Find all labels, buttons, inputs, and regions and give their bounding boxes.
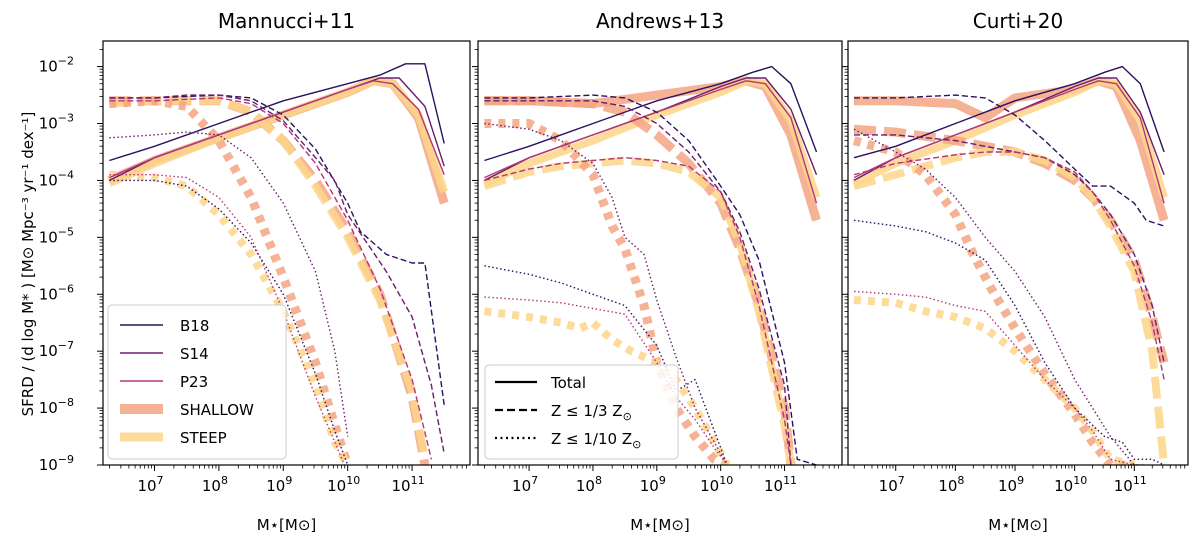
series-s14-z13 bbox=[109, 94, 445, 454]
x-tick-label: 108 bbox=[576, 474, 602, 495]
series-p23-z110 bbox=[484, 296, 728, 465]
x-tick-label: 109 bbox=[640, 474, 666, 495]
y-tick-label: 10−9 bbox=[39, 453, 74, 474]
x-tick-label: 1010 bbox=[1054, 474, 1087, 495]
series-p23-z110 bbox=[853, 290, 1147, 465]
y-tick-label: 10−2 bbox=[39, 55, 74, 76]
panel-title: Andrews+13 bbox=[596, 9, 724, 33]
series-steep-total bbox=[107, 76, 448, 194]
series-p23-total bbox=[484, 80, 818, 204]
panel-1: Mannucci+11 107 108 109 1010 1011 10−9 10−8 10−7… bbox=[39, 9, 471, 534]
x-tick-label: 1011 bbox=[764, 474, 797, 495]
legend-label: Z ≤ 1/10 Z⊙ bbox=[551, 430, 641, 451]
y-tick-label: 10−3 bbox=[39, 112, 74, 133]
series-steep-z13 bbox=[483, 156, 795, 465]
series-b18-z13 bbox=[854, 94, 1165, 227]
series-group bbox=[107, 63, 449, 465]
series-s14-z110 bbox=[853, 128, 1141, 465]
legend-label: SHALLOW bbox=[180, 401, 254, 419]
x-tick-label: 1010 bbox=[700, 474, 733, 495]
axes-frame bbox=[847, 40, 1189, 466]
x-tick-label: 1010 bbox=[327, 474, 360, 495]
axes-frame bbox=[477, 40, 843, 466]
x-tick-label: 107 bbox=[879, 474, 905, 495]
x-tick-label: 1011 bbox=[392, 474, 425, 495]
series-p23-total bbox=[853, 80, 1165, 204]
series-b18-z110 bbox=[109, 179, 349, 465]
legend-label: P23 bbox=[180, 373, 208, 391]
y-tick-label: 10−6 bbox=[39, 282, 74, 303]
panel-3: Curti+20 107 108 109 1010 1011 M⋆[M⊙] bbox=[842, 9, 1189, 534]
series-steep-z13 bbox=[852, 148, 1169, 465]
series-steep-z13 bbox=[109, 96, 429, 461]
legend-label: Z ≤ 1/3 Z⊙ bbox=[551, 402, 632, 423]
panel-title: Curti+20 bbox=[973, 9, 1063, 33]
x-tick-label: 109 bbox=[998, 474, 1024, 495]
y-tick-label: 10−5 bbox=[39, 225, 74, 246]
x-tick-label: 1011 bbox=[1114, 474, 1147, 495]
series-p23-z13 bbox=[484, 156, 792, 465]
y-tick-label: 10−4 bbox=[39, 168, 74, 189]
series-shallow-z13 bbox=[484, 96, 796, 465]
series-shallow-z110 bbox=[484, 119, 729, 465]
y-tick-label: 10−7 bbox=[39, 339, 74, 360]
series-b18-total bbox=[109, 63, 445, 162]
series-b18-z13 bbox=[484, 94, 817, 465]
series-shallow-total bbox=[854, 76, 1169, 222]
series-p23-z13 bbox=[853, 151, 1165, 380]
y-axis-label: SFRD / (d log M* ) [M⊙ Mpc⁻³ yr⁻¹ dex⁻¹] bbox=[19, 112, 37, 417]
series-steep-z110 bbox=[109, 170, 352, 465]
series-s14-z110 bbox=[484, 122, 728, 465]
series-b18-total bbox=[853, 65, 1165, 159]
series-shallow-z110 bbox=[109, 96, 352, 465]
x-tick-label: 108 bbox=[202, 474, 228, 495]
series-b18-z110 bbox=[853, 219, 1165, 465]
x-tick-label: 108 bbox=[938, 474, 964, 495]
legend-label: B18 bbox=[180, 317, 209, 335]
series-shallow-z110 bbox=[852, 136, 1135, 465]
series-steep-total bbox=[482, 76, 821, 199]
x-tick-label: 109 bbox=[266, 474, 292, 495]
panel-2: Andrews+13 107 108 109 1010 1011 M⋆[M⊙] Total Z … bbox=[472, 9, 843, 534]
series-b18-total bbox=[484, 65, 818, 162]
legend-label: S14 bbox=[180, 345, 209, 363]
x-tick-label: 107 bbox=[137, 474, 163, 495]
x-tick-label: 107 bbox=[512, 474, 538, 495]
series-s14-z110 bbox=[109, 131, 349, 437]
x-axis-label: M⋆[M⊙] bbox=[988, 516, 1048, 534]
panel-title: Mannucci+11 bbox=[218, 9, 355, 33]
series-p23-z13 bbox=[109, 97, 433, 460]
x-axis-label: M⋆[M⊙] bbox=[257, 516, 317, 534]
series-s14-z13 bbox=[854, 134, 1165, 363]
legend-models: B18 S14 P23 SHALLOW STEEP bbox=[107, 304, 287, 460]
axes-frame bbox=[102, 40, 471, 466]
legend-styles: Total Z ≤ 1/3 Z⊙ Z ≤ 1/10 Z⊙ bbox=[484, 364, 679, 460]
series-p23-total bbox=[109, 80, 445, 179]
x-axis-label: M⋆[M⊙] bbox=[630, 516, 690, 534]
panels: Mannucci+11 107 108 109 1010 1011 10−9 10−8 10−7… bbox=[39, 9, 1189, 534]
series-s14-z13 bbox=[484, 100, 792, 465]
y-tick-label: 10−8 bbox=[39, 396, 74, 417]
legend-label: Total bbox=[550, 374, 586, 392]
legend-label: STEEP bbox=[180, 429, 227, 447]
series-group bbox=[852, 65, 1169, 465]
series-group bbox=[482, 65, 821, 465]
series-steep-total bbox=[852, 76, 1168, 199]
